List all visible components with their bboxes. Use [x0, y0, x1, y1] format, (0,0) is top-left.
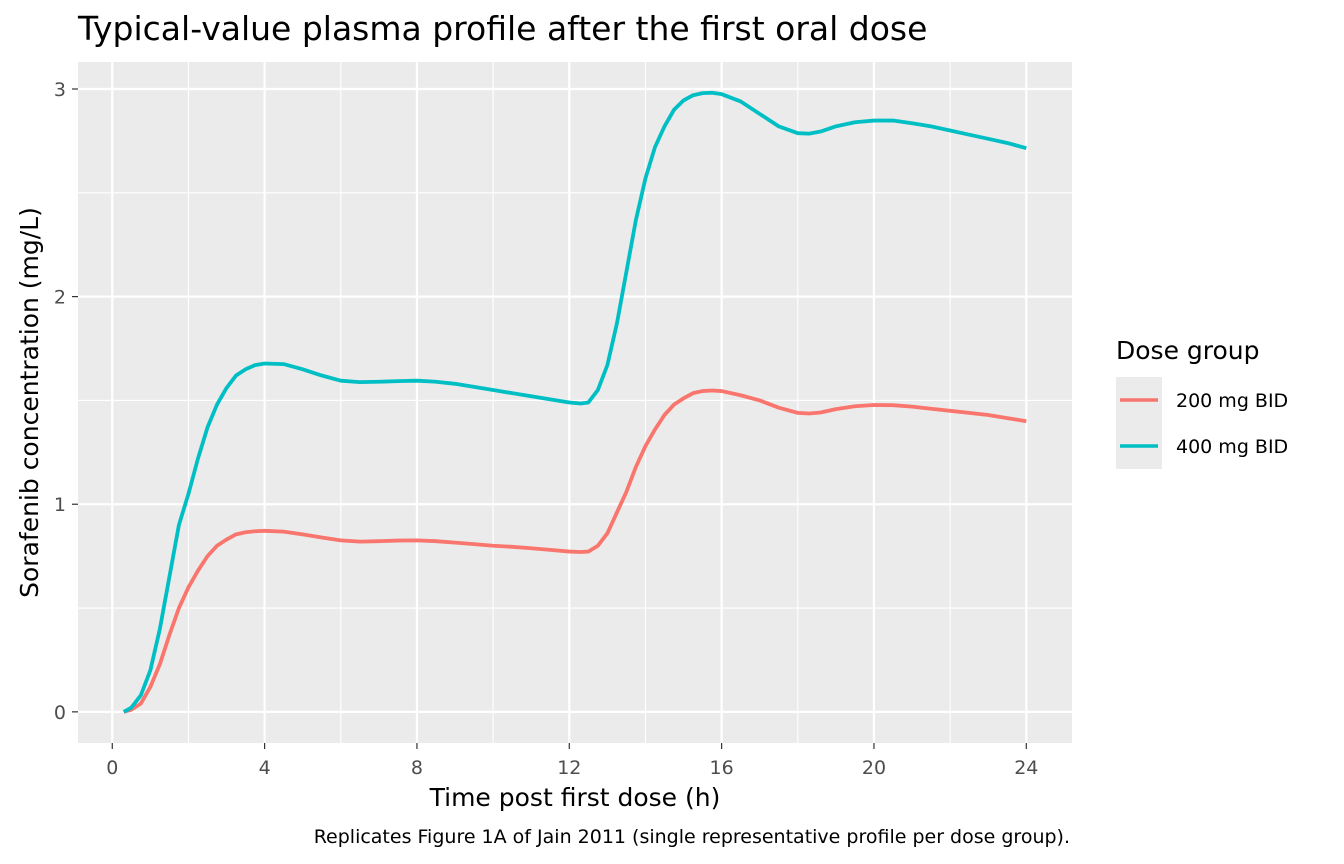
x-tick-label: 16	[710, 757, 734, 779]
caption: Replicates Figure 1A of Jain 2011 (singl…	[314, 826, 1070, 848]
y-tick-label: 3	[54, 79, 66, 101]
gridlines	[78, 62, 1072, 743]
chart-title: Typical-value plasma profile after the f…	[77, 9, 927, 48]
legend-title: Dose group	[1116, 336, 1260, 365]
x-tick-label: 8	[411, 757, 423, 779]
x-tick-label: 20	[862, 757, 886, 779]
y-axis: 0 1 2 3	[54, 79, 78, 724]
y-tick-label: 0	[54, 702, 66, 724]
x-tick-label: 12	[557, 757, 581, 779]
legend: Dose group 200 mg BID 400 mg BID	[1116, 336, 1288, 469]
y-tick-label: 2	[54, 287, 66, 309]
x-tick-label: 0	[106, 757, 118, 779]
x-axis: 0 4 8 12 16 20 24	[106, 743, 1038, 779]
x-tick-label: 24	[1014, 757, 1038, 779]
y-axis-title: Sorafenib concentration (mg/L)	[15, 207, 44, 598]
series-lines	[122, 90, 1027, 714]
x-tick-label: 4	[259, 757, 271, 779]
legend-label-200mg: 200 mg BID	[1176, 390, 1288, 412]
series-line-400mg	[122, 90, 1027, 714]
series-line-200mg	[123, 388, 1027, 714]
y-tick-label: 1	[54, 494, 66, 516]
legend-label-400mg: 400 mg BID	[1176, 436, 1288, 458]
x-axis-title: Time post first dose (h)	[429, 783, 721, 812]
